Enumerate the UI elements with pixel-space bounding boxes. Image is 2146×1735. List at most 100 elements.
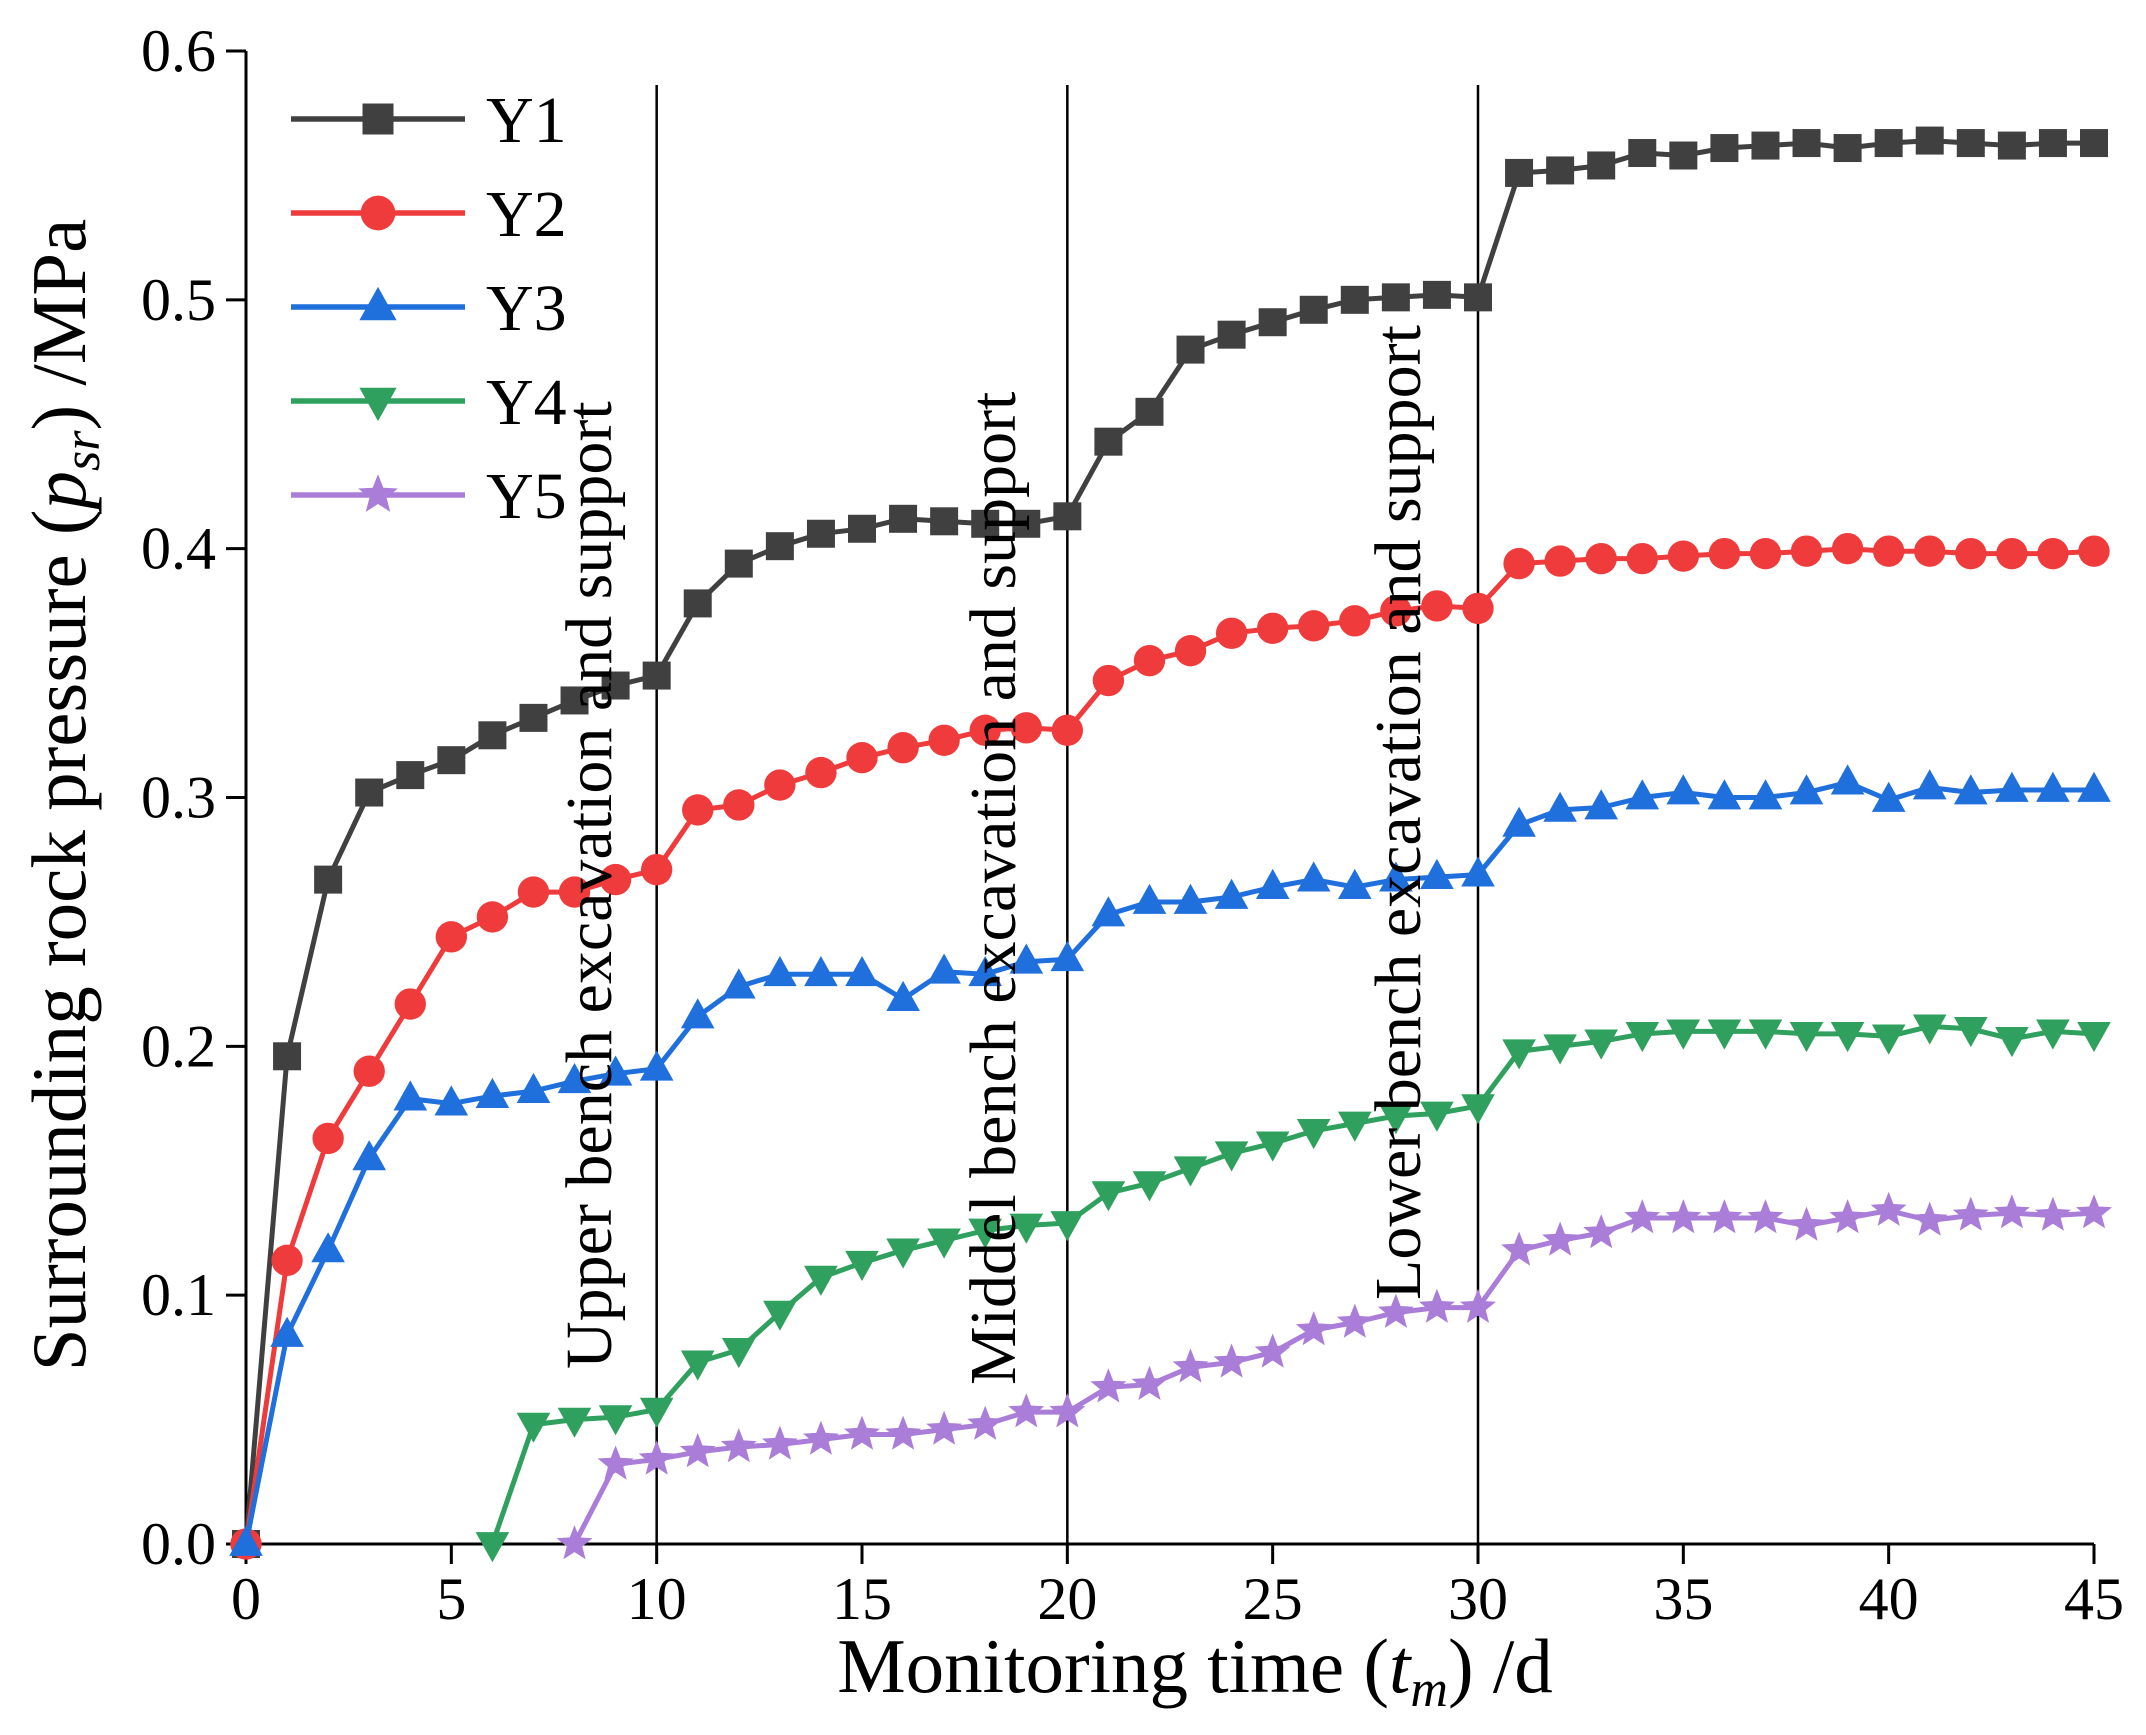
- data-point-y3: [1912, 769, 1947, 800]
- x-tick-label: 20: [1037, 1566, 1097, 1632]
- data-point-y3: [1666, 774, 1701, 805]
- data-point-y1: [1053, 502, 1082, 531]
- data-point-y3: [1789, 774, 1824, 805]
- data-point-y3: [1173, 883, 1208, 914]
- data-point-y4: [1625, 1022, 1660, 1053]
- x-tick-label: 0: [231, 1566, 261, 1632]
- data-point-y5: [926, 1410, 963, 1445]
- data-point-y3: [1954, 774, 1988, 805]
- data-point-y2: [1339, 605, 1371, 637]
- series-y2: [230, 532, 2110, 1560]
- x-axis-title-variable: t: [1389, 1623, 1412, 1709]
- data-point-y3: [1296, 861, 1331, 892]
- data-point-y3: [968, 956, 1002, 987]
- data-point-y5: [1952, 1196, 1989, 1231]
- legend-marker-y1: [362, 103, 394, 135]
- data-point-y5: [1336, 1303, 1373, 1338]
- data-point-y1: [1135, 397, 1164, 426]
- data-point-y5: [844, 1415, 880, 1450]
- data-point-y1: [355, 778, 384, 807]
- data-point-y3: [1871, 781, 1906, 812]
- data-point-y5: [1911, 1201, 1948, 1236]
- data-point-y5: [1460, 1288, 1496, 1323]
- data-point-y5: [1172, 1348, 1209, 1383]
- data-point-y5: [1747, 1199, 1784, 1234]
- data-point-y2: [723, 789, 755, 821]
- data-point-y1: [1299, 295, 1328, 324]
- stage-labels: Upper bench excavation and support Middel…: [553, 325, 1435, 1385]
- data-point-y4: [1543, 1034, 1577, 1065]
- data-point-y3: [1132, 883, 1167, 914]
- data-point-y3: [393, 1080, 428, 1111]
- data-point-y1: [1012, 509, 1041, 538]
- data-point-y2: [1955, 537, 1987, 570]
- data-point-y5: [1583, 1214, 1620, 1249]
- legend-item-y2: Y2: [291, 178, 567, 251]
- data-point-y5: [885, 1415, 921, 1450]
- data-point-y4: [475, 1532, 510, 1563]
- data-point-y2: [1380, 595, 1412, 627]
- data-point-y1: [765, 532, 794, 561]
- data-point-y5: [1377, 1293, 1414, 1328]
- y-axis-title: Surrounding rock pressure (psr) /MPa: [16, 219, 111, 1372]
- data-point-y2: [764, 769, 796, 801]
- data-point-y1: [889, 504, 918, 533]
- data-point-y3: [1255, 868, 1290, 899]
- x-tick-label: 45: [2064, 1566, 2124, 1632]
- data-point-y5: [1788, 1206, 1825, 1241]
- data-point-y5: [597, 1445, 634, 1480]
- data-point-y2: [1626, 542, 1658, 575]
- data-point-y5: [1829, 1199, 1866, 1234]
- data-point-y4: [1338, 1111, 1372, 1142]
- series-y5: [556, 1191, 2112, 1560]
- data-point-y4: [1420, 1101, 1454, 1132]
- data-point-y2: [1708, 537, 1741, 570]
- data-point-y2: [1503, 547, 1535, 580]
- data-point-y5: [2076, 1194, 2112, 1229]
- series-y1: [232, 126, 2108, 1558]
- data-point-y2: [1092, 664, 1125, 697]
- data-point-y4: [1173, 1156, 1208, 1187]
- data-point-y3: [1995, 771, 2029, 802]
- data-point-y2: [1872, 535, 1905, 567]
- data-point-y1: [930, 507, 959, 536]
- data-point-y3: [1748, 779, 1783, 810]
- data-point-y4: [804, 1265, 838, 1296]
- x-tick-label: 25: [1243, 1566, 1303, 1632]
- data-point-y1: [1956, 129, 1985, 158]
- data-point-y5: [1870, 1191, 1907, 1226]
- data-point-y3: [804, 956, 838, 987]
- data-point-y4: [1009, 1213, 1044, 1244]
- data-point-y1: [1792, 129, 1821, 158]
- data-point-y1: [1505, 158, 1534, 187]
- data-point-y5: [1665, 1199, 1702, 1234]
- x-tick-label: 15: [832, 1566, 892, 1632]
- data-point-y2: [558, 876, 591, 908]
- data-point-y2: [1667, 540, 1700, 572]
- data-point-y2: [1298, 610, 1330, 642]
- data-point-y2: [271, 1244, 303, 1277]
- data-point-y4: [1666, 1019, 1701, 1050]
- data-point-y4: [516, 1412, 551, 1443]
- data-point-y1: [683, 589, 712, 618]
- data-point-y1: [1381, 283, 1410, 312]
- data-point-y3: [1502, 806, 1536, 837]
- y-axis-title-variable: p: [16, 471, 102, 515]
- legend-item-y4: Y4: [291, 366, 567, 439]
- data-point-y2: [435, 921, 468, 953]
- legend: Y1 Y2 Y3 Y4 Y5: [291, 84, 567, 533]
- data-point-y4: [1954, 1017, 1988, 1048]
- data-point-y5: [1993, 1194, 2030, 1229]
- data-point-y1: [560, 686, 589, 715]
- data-point-y1: [601, 671, 630, 700]
- data-point-y5: [761, 1425, 798, 1460]
- data-point-y5: [803, 1420, 839, 1455]
- data-point-y2: [1585, 542, 1617, 575]
- data-point-y1: [1628, 139, 1657, 168]
- data-point-y4: [1050, 1211, 1085, 1242]
- data-point-y5: [720, 1428, 757, 1463]
- data-point-y4: [1214, 1141, 1249, 1172]
- data-point-y2: [1831, 532, 1864, 565]
- data-point-y5: [1131, 1365, 1168, 1400]
- data-point-y3: [557, 1063, 592, 1094]
